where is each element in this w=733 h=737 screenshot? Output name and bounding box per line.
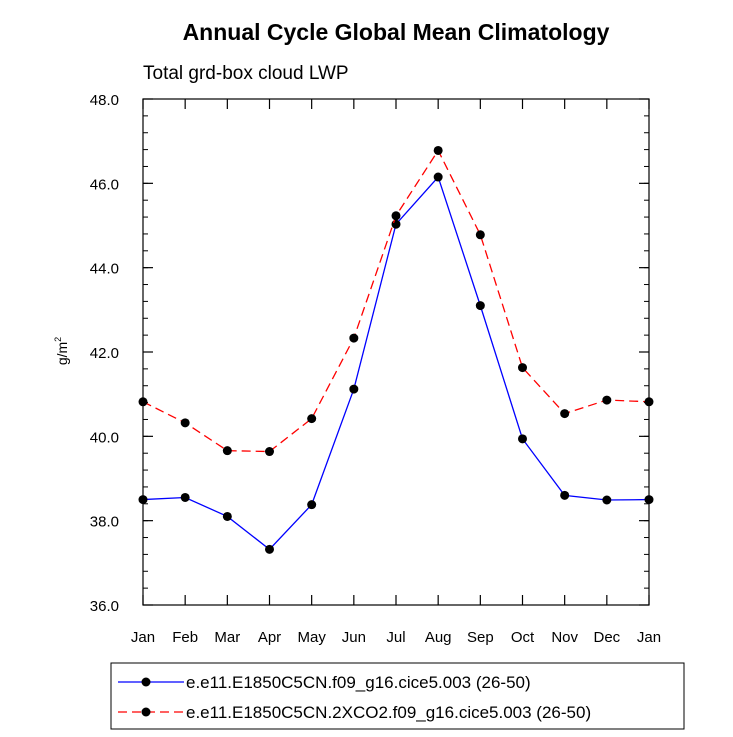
x-tick-label: Oct bbox=[511, 629, 535, 646]
series-1 bbox=[138, 172, 654, 554]
data-point bbox=[265, 447, 274, 457]
x-tick-label: Feb bbox=[172, 629, 198, 646]
data-point bbox=[180, 492, 190, 502]
data-point bbox=[560, 490, 570, 500]
x-tick-label: Jun bbox=[342, 629, 366, 646]
legend-label: e.e11.E1850C5CN.2XCO2.f09_g16.cice5.003 … bbox=[186, 703, 591, 722]
x-tick-label: Mar bbox=[214, 629, 240, 646]
x-tick-label: May bbox=[297, 629, 326, 646]
data-point bbox=[307, 414, 317, 424]
y-axis-label: g/m2 bbox=[53, 337, 70, 365]
series-line bbox=[142, 149, 650, 453]
x-tick-label: Jan bbox=[131, 629, 155, 646]
y-tick-label: 38.0 bbox=[90, 514, 119, 531]
plot-frame bbox=[142, 98, 650, 606]
data-point bbox=[349, 384, 359, 394]
legend-marker bbox=[141, 677, 151, 687]
data-point bbox=[433, 172, 443, 182]
legend-label: e.e11.E1850C5CN.f09_g16.cice5.003 (26-50… bbox=[186, 673, 531, 692]
data-point bbox=[391, 219, 401, 229]
x-tick-label: Aug bbox=[425, 629, 452, 646]
data-point bbox=[349, 333, 359, 343]
data-point bbox=[560, 409, 570, 419]
data-point bbox=[518, 363, 527, 373]
data-point bbox=[307, 500, 317, 510]
legend-box bbox=[110, 662, 685, 730]
y-tick-label: 40.0 bbox=[90, 429, 119, 446]
data-point bbox=[518, 434, 527, 444]
data-point bbox=[391, 211, 401, 221]
x-tick-label: Apr bbox=[258, 629, 281, 646]
data-point bbox=[265, 544, 274, 554]
data-point bbox=[138, 495, 148, 505]
data-point bbox=[433, 145, 443, 155]
data-point bbox=[644, 495, 654, 505]
x-tick-label: Sep bbox=[467, 629, 494, 646]
series-2 bbox=[138, 145, 654, 457]
y-axis-label-text: g/m bbox=[54, 342, 70, 365]
y-tick-label: 36.0 bbox=[90, 598, 119, 615]
series-line bbox=[142, 175, 650, 551]
x-tick-label: Nov bbox=[551, 629, 578, 646]
data-point bbox=[222, 511, 232, 521]
data-point bbox=[180, 418, 190, 428]
axes: 36.0 38.0 40.0 42.0 44.0 46.0 48.0 Jan Feb Mar Apr… bbox=[90, 92, 661, 646]
series-layer bbox=[138, 145, 654, 554]
legend-marker bbox=[141, 707, 151, 717]
chart-title: Annual Cycle Global Mean Climatology bbox=[183, 19, 610, 45]
data-point bbox=[644, 397, 654, 407]
y-tick-label: 42.0 bbox=[90, 345, 119, 362]
data-point bbox=[602, 495, 612, 505]
data-point bbox=[222, 446, 232, 456]
legend: e.e11.E1850C5CN.f09_g16.cice5.003 (26-50… bbox=[110, 662, 685, 730]
y-tick-label: 44.0 bbox=[90, 261, 119, 278]
x-tick-label: Jul bbox=[386, 629, 405, 646]
svg-text:g/m2: g/m2 bbox=[53, 337, 70, 365]
x-tick-label: Jan bbox=[637, 629, 661, 646]
x-tick-label: Dec bbox=[593, 629, 620, 646]
y-axis-label-sup: 2 bbox=[53, 337, 63, 342]
data-point bbox=[475, 301, 485, 311]
data-point bbox=[602, 395, 612, 405]
data-point bbox=[138, 397, 148, 407]
y-tick-label: 46.0 bbox=[90, 176, 119, 193]
data-point bbox=[475, 230, 485, 240]
y-tick-label: 48.0 bbox=[90, 92, 119, 109]
chart-subtitle: Total grd-box cloud LWP bbox=[143, 63, 349, 84]
